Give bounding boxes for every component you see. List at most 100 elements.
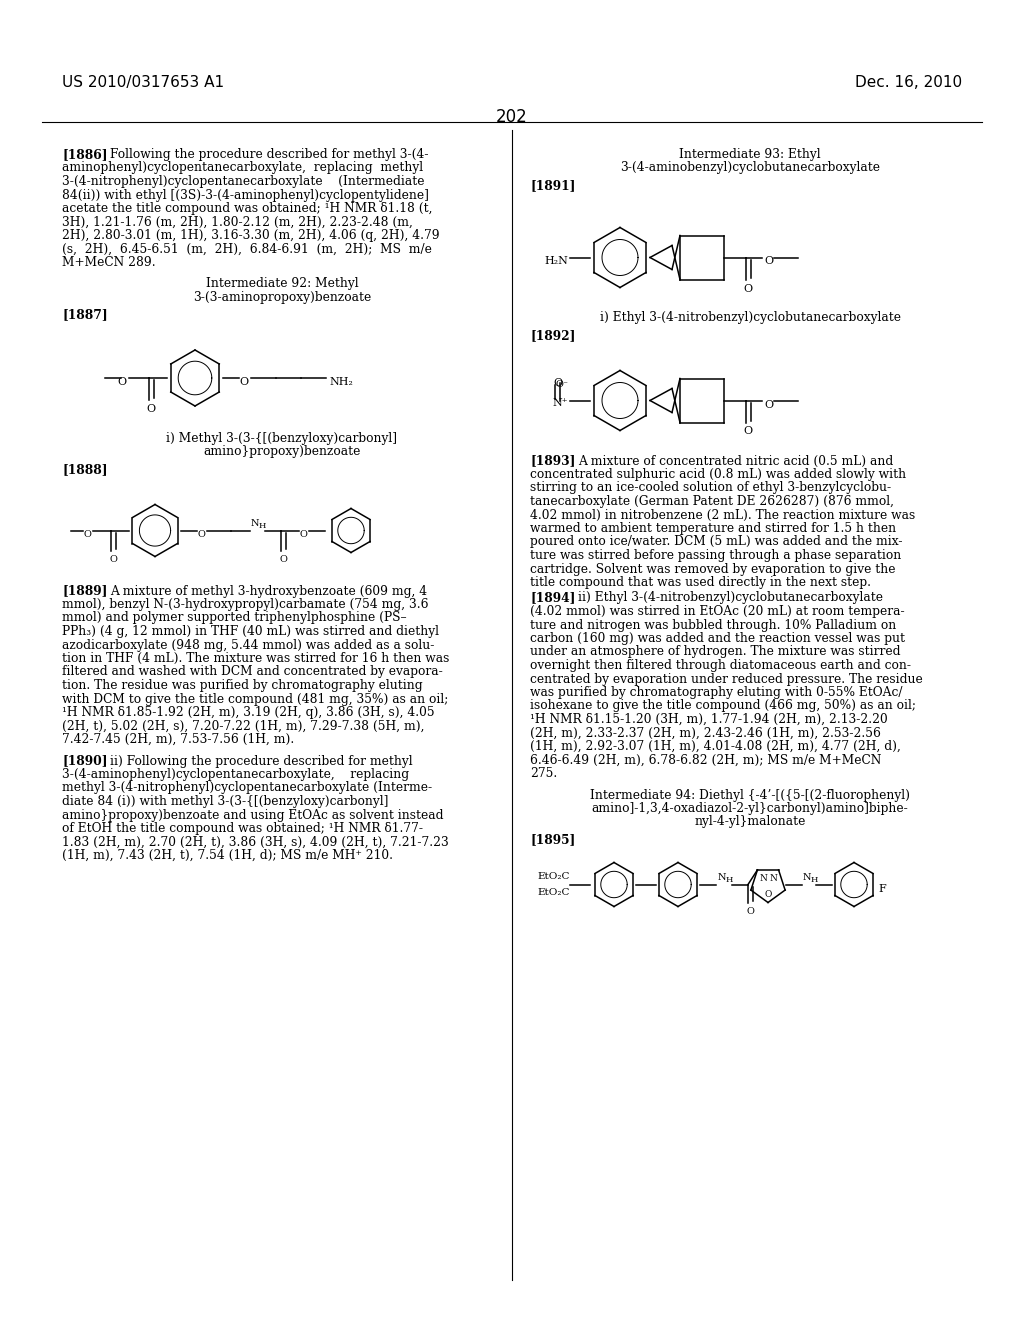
Text: 84(ii)) with ethyl [(3S)-3-(4-aminophenyl)cyclopentylidene]: 84(ii)) with ethyl [(3S)-3-(4-aminopheny… bbox=[62, 189, 429, 202]
Text: O: O bbox=[764, 400, 773, 409]
Text: [1894]: [1894] bbox=[530, 591, 575, 605]
Text: methyl 3-(4-nitrophenyl)cyclopentanecarboxylate (Interme-: methyl 3-(4-nitrophenyl)cyclopentanecarb… bbox=[62, 781, 432, 795]
Text: N: N bbox=[251, 519, 259, 528]
Text: [1891]: [1891] bbox=[530, 180, 575, 191]
Text: 1.83 (2H, m), 2.70 (2H, t), 3.86 (3H, s), 4.09 (2H, t), 7.21-7.23: 1.83 (2H, m), 2.70 (2H, t), 3.86 (3H, s)… bbox=[62, 836, 449, 849]
Text: O: O bbox=[743, 284, 753, 293]
Text: acetate the title compound was obtained; ¹H NMR δ1.18 (t,: acetate the title compound was obtained;… bbox=[62, 202, 432, 215]
Text: 3-(4-aminobenzyl)cyclobutanecarboxylate: 3-(4-aminobenzyl)cyclobutanecarboxylate bbox=[620, 161, 880, 174]
Text: ¹H NMR δ1.15-1.20 (3H, m), 1.77-1.94 (2H, m), 2.13-2.20: ¹H NMR δ1.15-1.20 (3H, m), 1.77-1.94 (2H… bbox=[530, 713, 888, 726]
Text: (4.02 mmol) was stirred in EtOAc (20 mL) at room tempera-: (4.02 mmol) was stirred in EtOAc (20 mL)… bbox=[530, 605, 904, 618]
Text: (s,  2H),  6.45-6.51  (m,  2H),  6.84-6.91  (m,  2H);  MS  m/e: (s, 2H), 6.45-6.51 (m, 2H), 6.84-6.91 (m… bbox=[62, 243, 432, 256]
Text: Following the procedure described for methyl 3-(4-: Following the procedure described for me… bbox=[110, 148, 428, 161]
Text: H: H bbox=[811, 875, 818, 883]
Text: N⁺: N⁺ bbox=[553, 399, 568, 408]
Text: A mixture of concentrated nitric acid (0.5 mL) and: A mixture of concentrated nitric acid (0… bbox=[578, 454, 893, 467]
Text: F: F bbox=[878, 883, 886, 894]
Text: 3-(4-nitrophenyl)cyclopentanecarboxylate    (Intermediate: 3-(4-nitrophenyl)cyclopentanecarboxylate… bbox=[62, 176, 425, 187]
Text: azodicarboxylate (948 mg, 5.44 mmol) was added as a solu-: azodicarboxylate (948 mg, 5.44 mmol) was… bbox=[62, 639, 434, 652]
Text: 3-(4-aminophenyl)cyclopentanecarboxylate,    replacing: 3-(4-aminophenyl)cyclopentanecarboxylate… bbox=[62, 768, 410, 781]
Text: O: O bbox=[300, 531, 308, 539]
Text: amino}propoxy)benzoate: amino}propoxy)benzoate bbox=[204, 446, 360, 458]
Text: (2H, t), 5.02 (2H, s), 7.20-7.22 (1H, m), 7.29-7.38 (5H, m),: (2H, t), 5.02 (2H, s), 7.20-7.22 (1H, m)… bbox=[62, 719, 425, 733]
Text: O: O bbox=[239, 378, 248, 387]
Text: stirring to an ice-cooled solution of ethyl 3-benzylcyclobu-: stirring to an ice-cooled solution of et… bbox=[530, 482, 891, 495]
Text: concentrated sulphuric acid (0.8 mL) was added slowly with: concentrated sulphuric acid (0.8 mL) was… bbox=[530, 469, 906, 480]
Text: [1886]: [1886] bbox=[62, 148, 108, 161]
Text: i) Ethyl 3-(4-nitrobenzyl)cyclobutanecarboxylate: i) Ethyl 3-(4-nitrobenzyl)cyclobutanecar… bbox=[599, 312, 900, 325]
Text: H: H bbox=[726, 875, 733, 883]
Text: 6.46-6.49 (2H, m), 6.78-6.82 (2H, m); MS m/e M+MeCN: 6.46-6.49 (2H, m), 6.78-6.82 (2H, m); MS… bbox=[530, 754, 882, 767]
Text: O: O bbox=[280, 554, 287, 564]
Text: Intermediate 94: Diethyl {-4’-[({5-[(2-fluorophenyl): Intermediate 94: Diethyl {-4’-[({5-[(2-f… bbox=[590, 788, 910, 801]
Text: carbon (160 mg) was added and the reaction vessel was put: carbon (160 mg) was added and the reacti… bbox=[530, 632, 905, 645]
Text: under an atmosphere of hydrogen. The mixture was stirred: under an atmosphere of hydrogen. The mix… bbox=[530, 645, 900, 659]
Text: O: O bbox=[553, 379, 562, 388]
Text: ii) Following the procedure described for methyl: ii) Following the procedure described fo… bbox=[110, 755, 413, 767]
Text: 7.42-7.45 (2H, m), 7.53-7.56 (1H, m).: 7.42-7.45 (2H, m), 7.53-7.56 (1H, m). bbox=[62, 733, 294, 746]
Text: O: O bbox=[764, 256, 773, 267]
Text: (2H, m), 2.33-2.37 (2H, m), 2.43-2.46 (1H, m), 2.53-2.56: (2H, m), 2.33-2.37 (2H, m), 2.43-2.46 (1… bbox=[530, 726, 881, 739]
Text: H: H bbox=[259, 521, 266, 529]
Text: warmed to ambient temperature and stirred for 1.5 h then: warmed to ambient temperature and stirre… bbox=[530, 521, 896, 535]
Text: O: O bbox=[197, 531, 205, 539]
Text: ¹H NMR δ1.85-1.92 (2H, m), 3.19 (2H, q), 3.86 (3H, s), 4.05: ¹H NMR δ1.85-1.92 (2H, m), 3.19 (2H, q),… bbox=[62, 706, 434, 719]
Text: US 2010/0317653 A1: US 2010/0317653 A1 bbox=[62, 75, 224, 90]
Text: tion in THF (4 mL). The mixture was stirred for 16 h then was: tion in THF (4 mL). The mixture was stir… bbox=[62, 652, 450, 665]
Text: O: O bbox=[743, 426, 753, 437]
Text: [1887]: [1887] bbox=[62, 309, 108, 322]
Text: poured onto ice/water. DCM (5 mL) was added and the mix-: poured onto ice/water. DCM (5 mL) was ad… bbox=[530, 536, 902, 549]
Text: 275.: 275. bbox=[530, 767, 557, 780]
Text: M+MeCN 289.: M+MeCN 289. bbox=[62, 256, 156, 269]
Text: N: N bbox=[718, 873, 726, 882]
Text: [1890]: [1890] bbox=[62, 755, 108, 767]
Text: was purified by chromatography eluting with 0-55% EtOAc/: was purified by chromatography eluting w… bbox=[530, 686, 902, 700]
Text: 4.02 mmol) in nitrobenzene (2 mL). The reaction mixture was: 4.02 mmol) in nitrobenzene (2 mL). The r… bbox=[530, 508, 915, 521]
Text: EtO₂C: EtO₂C bbox=[538, 888, 570, 898]
Text: nyl-4-yl}malonate: nyl-4-yl}malonate bbox=[694, 816, 806, 829]
Text: tion. The residue was purified by chromatography eluting: tion. The residue was purified by chroma… bbox=[62, 678, 423, 692]
Text: O: O bbox=[110, 554, 117, 564]
Text: (1H, m), 2.92-3.07 (1H, m), 4.01-4.08 (2H, m), 4.77 (2H, d),: (1H, m), 2.92-3.07 (1H, m), 4.01-4.08 (2… bbox=[530, 741, 901, 752]
Text: [1888]: [1888] bbox=[62, 463, 108, 477]
Text: 202: 202 bbox=[496, 108, 528, 125]
Text: N: N bbox=[759, 874, 767, 883]
Text: amino}propoxy)benzoate and using EtOAc as solvent instead: amino}propoxy)benzoate and using EtOAc a… bbox=[62, 808, 443, 821]
Text: EtO₂C: EtO₂C bbox=[538, 873, 570, 880]
Text: filtered and washed with DCM and concentrated by evapora-: filtered and washed with DCM and concent… bbox=[62, 665, 442, 678]
Text: O: O bbox=[764, 890, 772, 899]
Text: O: O bbox=[118, 378, 127, 387]
Text: ii) Ethyl 3-(4-nitrobenzyl)cyclobutanecarboxylate: ii) Ethyl 3-(4-nitrobenzyl)cyclobutaneca… bbox=[578, 591, 883, 605]
Text: mmol) and polymer supported triphenylphosphine (PS–: mmol) and polymer supported triphenylpho… bbox=[62, 611, 407, 624]
Text: Intermediate 93: Ethyl: Intermediate 93: Ethyl bbox=[679, 148, 821, 161]
Text: PPh₃) (4 g, 12 mmol) in THF (40 mL) was stirred and diethyl: PPh₃) (4 g, 12 mmol) in THF (40 mL) was … bbox=[62, 624, 439, 638]
Text: isohexane to give the title compound (466 mg, 50%) as an oil;: isohexane to give the title compound (46… bbox=[530, 700, 916, 713]
Text: [1895]: [1895] bbox=[530, 833, 575, 846]
Text: overnight then filtered through diatomaceous earth and con-: overnight then filtered through diatomac… bbox=[530, 659, 911, 672]
Text: i) Methyl 3-(3-{[(benzyloxy)carbonyl]: i) Methyl 3-(3-{[(benzyloxy)carbonyl] bbox=[167, 432, 397, 445]
Text: Dec. 16, 2010: Dec. 16, 2010 bbox=[855, 75, 962, 90]
Text: O⁻: O⁻ bbox=[555, 380, 568, 389]
Text: [1893]: [1893] bbox=[530, 454, 575, 467]
Text: O: O bbox=[146, 404, 156, 414]
Text: ture was stirred before passing through a phase separation: ture was stirred before passing through … bbox=[530, 549, 901, 562]
Text: 3H), 1.21-1.76 (m, 2H), 1.80-2.12 (m, 2H), 2.23-2.48 (m,: 3H), 1.21-1.76 (m, 2H), 1.80-2.12 (m, 2H… bbox=[62, 215, 413, 228]
Text: H₂N: H₂N bbox=[544, 256, 568, 267]
Text: O: O bbox=[83, 531, 91, 539]
Text: O: O bbox=[746, 907, 754, 916]
Text: 3-(3-aminopropoxy)benzoate: 3-(3-aminopropoxy)benzoate bbox=[193, 290, 371, 304]
Text: tanecarboxylate (German Patent DE 2626287) (876 mmol,: tanecarboxylate (German Patent DE 262628… bbox=[530, 495, 894, 508]
Text: with DCM to give the title compound (481 mg, 35%) as an oil;: with DCM to give the title compound (481… bbox=[62, 693, 449, 705]
Text: diate 84 (i)) with methyl 3-(3-{[(benzyloxy)carbonyl]: diate 84 (i)) with methyl 3-(3-{[(benzyl… bbox=[62, 795, 388, 808]
Text: mmol), benzyl N-(3-hydroxypropyl)carbamate (754 mg, 3.6: mmol), benzyl N-(3-hydroxypropyl)carbama… bbox=[62, 598, 428, 611]
Text: N: N bbox=[803, 873, 811, 882]
Text: [1889]: [1889] bbox=[62, 585, 108, 598]
Text: A mixture of methyl 3-hydroxybenzoate (609 mg, 4: A mixture of methyl 3-hydroxybenzoate (6… bbox=[110, 585, 427, 598]
Text: [1892]: [1892] bbox=[530, 329, 575, 342]
Text: aminophenyl)cyclopentanecarboxylate,  replacing  methyl: aminophenyl)cyclopentanecarboxylate, rep… bbox=[62, 161, 423, 174]
Text: ture and nitrogen was bubbled through. 10% Palladium on: ture and nitrogen was bubbled through. 1… bbox=[530, 619, 896, 631]
Text: Intermediate 92: Methyl: Intermediate 92: Methyl bbox=[206, 277, 358, 290]
Text: NH₂: NH₂ bbox=[329, 378, 353, 387]
Text: of EtOH the title compound was obtained; ¹H NMR δ1.77-: of EtOH the title compound was obtained;… bbox=[62, 822, 423, 836]
Text: cartridge. Solvent was removed by evaporation to give the: cartridge. Solvent was removed by evapor… bbox=[530, 562, 896, 576]
